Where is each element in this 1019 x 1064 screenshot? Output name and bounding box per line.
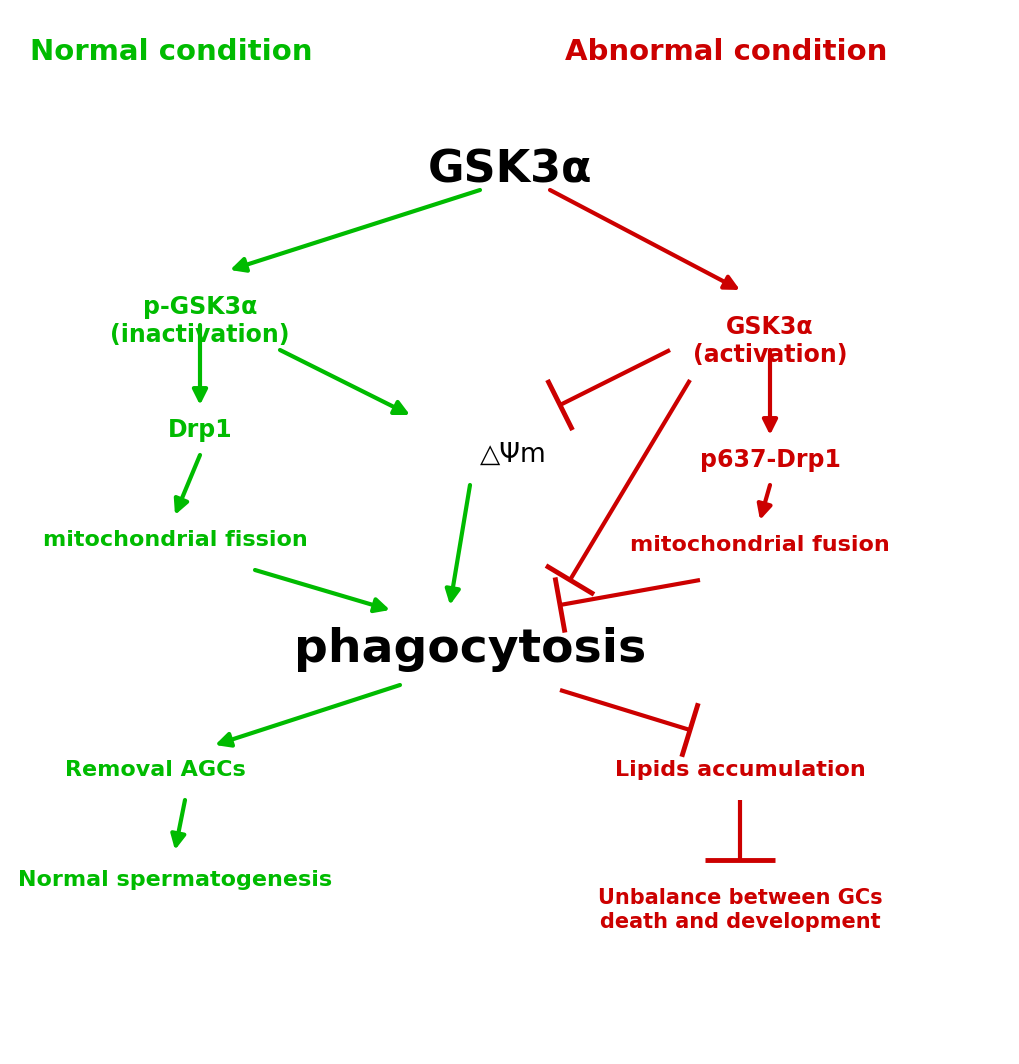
Text: mitochondrial fusion: mitochondrial fusion	[630, 535, 889, 555]
Text: phagocytosis: phagocytosis	[293, 628, 645, 672]
Text: p637-Drp1: p637-Drp1	[699, 448, 840, 472]
Text: △Ψm: △Ψm	[480, 442, 546, 468]
Text: mitochondrial fission: mitochondrial fission	[43, 530, 307, 550]
Text: Removal AGCs: Removal AGCs	[64, 760, 246, 780]
Text: GSK3α: GSK3α	[427, 149, 592, 192]
Text: Drp1: Drp1	[167, 418, 232, 442]
Text: p-GSK3α
(inactivation): p-GSK3α (inactivation)	[110, 295, 289, 347]
Text: Normal condition: Normal condition	[30, 38, 312, 66]
Text: Lipids accumulation: Lipids accumulation	[614, 760, 864, 780]
Text: GSK3α
(activation): GSK3α (activation)	[692, 315, 847, 367]
Text: Abnormal condition: Abnormal condition	[565, 38, 887, 66]
Text: Normal spermatogenesis: Normal spermatogenesis	[18, 870, 332, 890]
Text: Unbalance between GCs
death and development: Unbalance between GCs death and developm…	[597, 888, 881, 932]
